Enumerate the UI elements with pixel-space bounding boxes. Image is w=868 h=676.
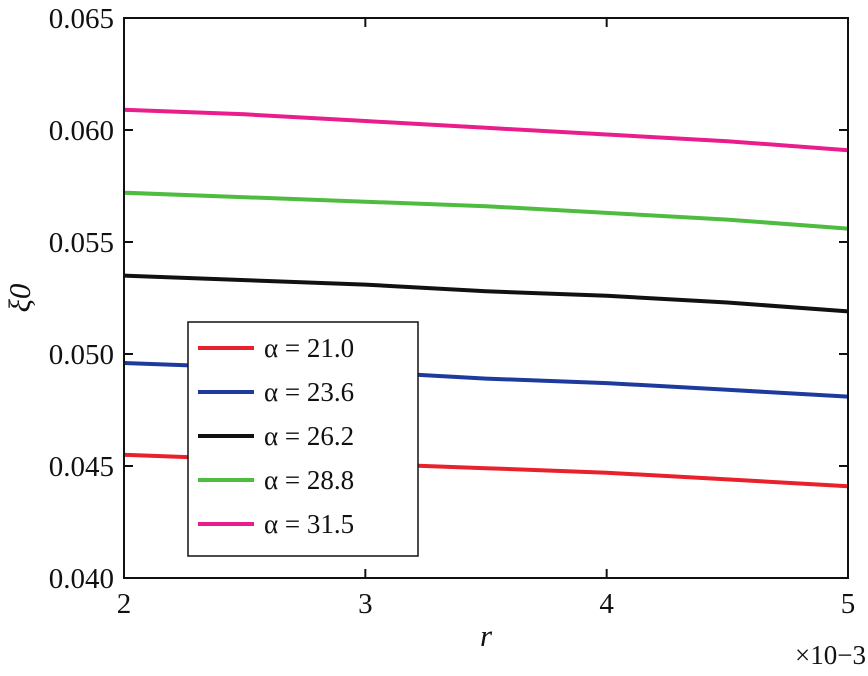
x-axis-label: r xyxy=(480,618,493,653)
series-line-2 xyxy=(123,273,849,314)
y-tick-label: 0.040 xyxy=(49,563,114,595)
y-tick-label: 0.055 xyxy=(49,227,114,259)
series-line-4 xyxy=(123,107,849,153)
x-tick-label: 5 xyxy=(841,588,856,620)
y-tick-label: 0.065 xyxy=(49,3,114,35)
legend-label-0: α = 21.0 xyxy=(264,333,354,363)
x-axis-multiplier: ×10−3 xyxy=(795,640,866,670)
x-tick-label: 2 xyxy=(117,588,132,620)
x-tick-label: 4 xyxy=(599,588,614,620)
ticks-group: 2 3 4 5 0.040 0.045 0.050 0.055 0.060 0.065 xyxy=(49,3,856,620)
y-axis-label: ξ0 xyxy=(2,283,37,312)
y-tick-label: 0.050 xyxy=(49,339,114,371)
legend-label-1: α = 23.6 xyxy=(264,377,354,407)
y-tick-label: 0.060 xyxy=(49,115,114,147)
legend-box xyxy=(187,321,419,557)
series-line-3 xyxy=(123,190,849,231)
legend: α = 21.0 α = 23.6 α = 26.2 α = 28.8 α = 31.5 xyxy=(187,321,419,557)
x-tick-label: 3 xyxy=(358,588,373,620)
legend-label-2: α = 26.2 xyxy=(264,421,354,451)
plot-frame xyxy=(123,17,849,579)
y-tick-label: 0.045 xyxy=(49,451,114,483)
legend-label-4: α = 31.5 xyxy=(264,509,354,539)
legend-label-3: α = 28.8 xyxy=(264,465,354,495)
